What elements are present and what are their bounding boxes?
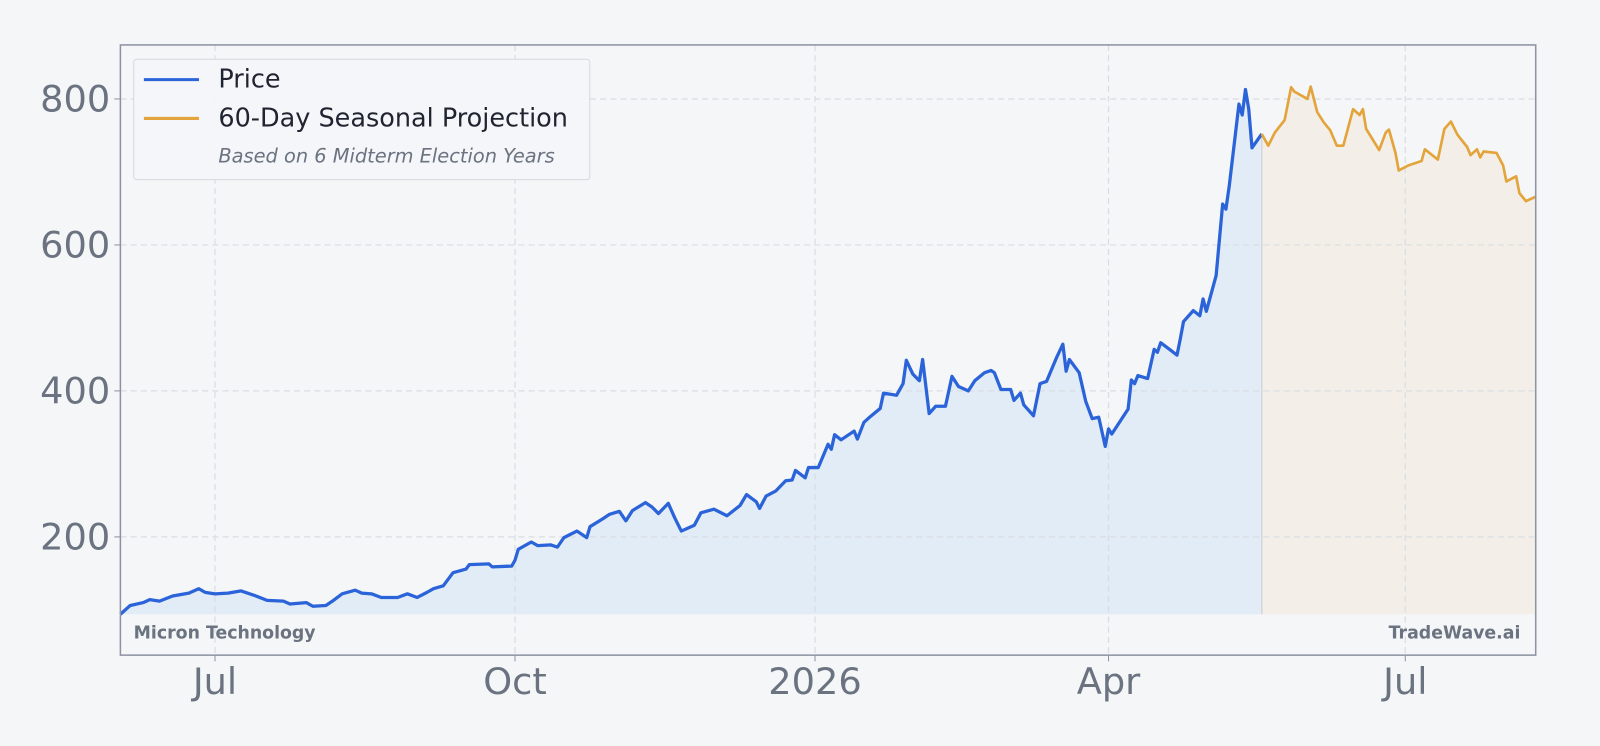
legend-label: 60-Day Seasonal Projection	[218, 103, 568, 133]
area-fill	[120, 89, 1262, 615]
area-fill	[1261, 86, 1536, 615]
annotation: TradeWave.ai	[1389, 624, 1521, 644]
plot-frame	[119, 44, 1537, 656]
y-tick-label: 800	[40, 77, 110, 120]
y-tick-label: 600	[40, 223, 110, 266]
x-tick-label: 2026	[768, 660, 861, 703]
legend-note: Based on 6 Midterm Election Years	[218, 145, 554, 168]
series-line	[119, 87, 1264, 616]
annotation: Micron Technology	[134, 624, 316, 644]
x-tick-label: Jul	[1381, 660, 1427, 703]
y-tick-label: 200	[40, 515, 110, 558]
x-tick-label: Oct	[483, 660, 547, 703]
x-tick-label: Jul	[191, 660, 237, 703]
plot-area	[114, 44, 1537, 662]
legend-label: Price	[218, 65, 280, 95]
legend-box	[133, 58, 591, 181]
legend: Price 60-Day Seasonal Projection Based on …	[133, 58, 591, 181]
x-tick-label: Apr	[1077, 660, 1141, 703]
series-line	[1260, 85, 1537, 203]
y-tick-label: 400	[40, 369, 110, 412]
